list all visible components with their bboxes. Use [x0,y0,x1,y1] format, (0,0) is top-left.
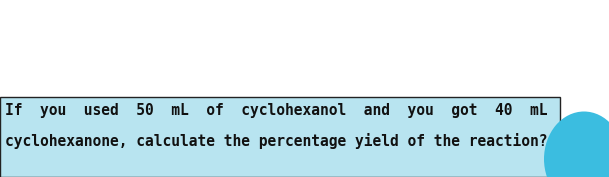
Text: If  you  used  50  mL  of  cyclohexanol  and  you  got  40  mL: If you used 50 mL of cyclohexanol and yo… [5,103,547,118]
Ellipse shape [544,112,609,177]
Bar [0,97,560,177]
Text: cyclohexanone, calculate the percentage yield of the reaction?: cyclohexanone, calculate the percentage … [5,133,547,149]
